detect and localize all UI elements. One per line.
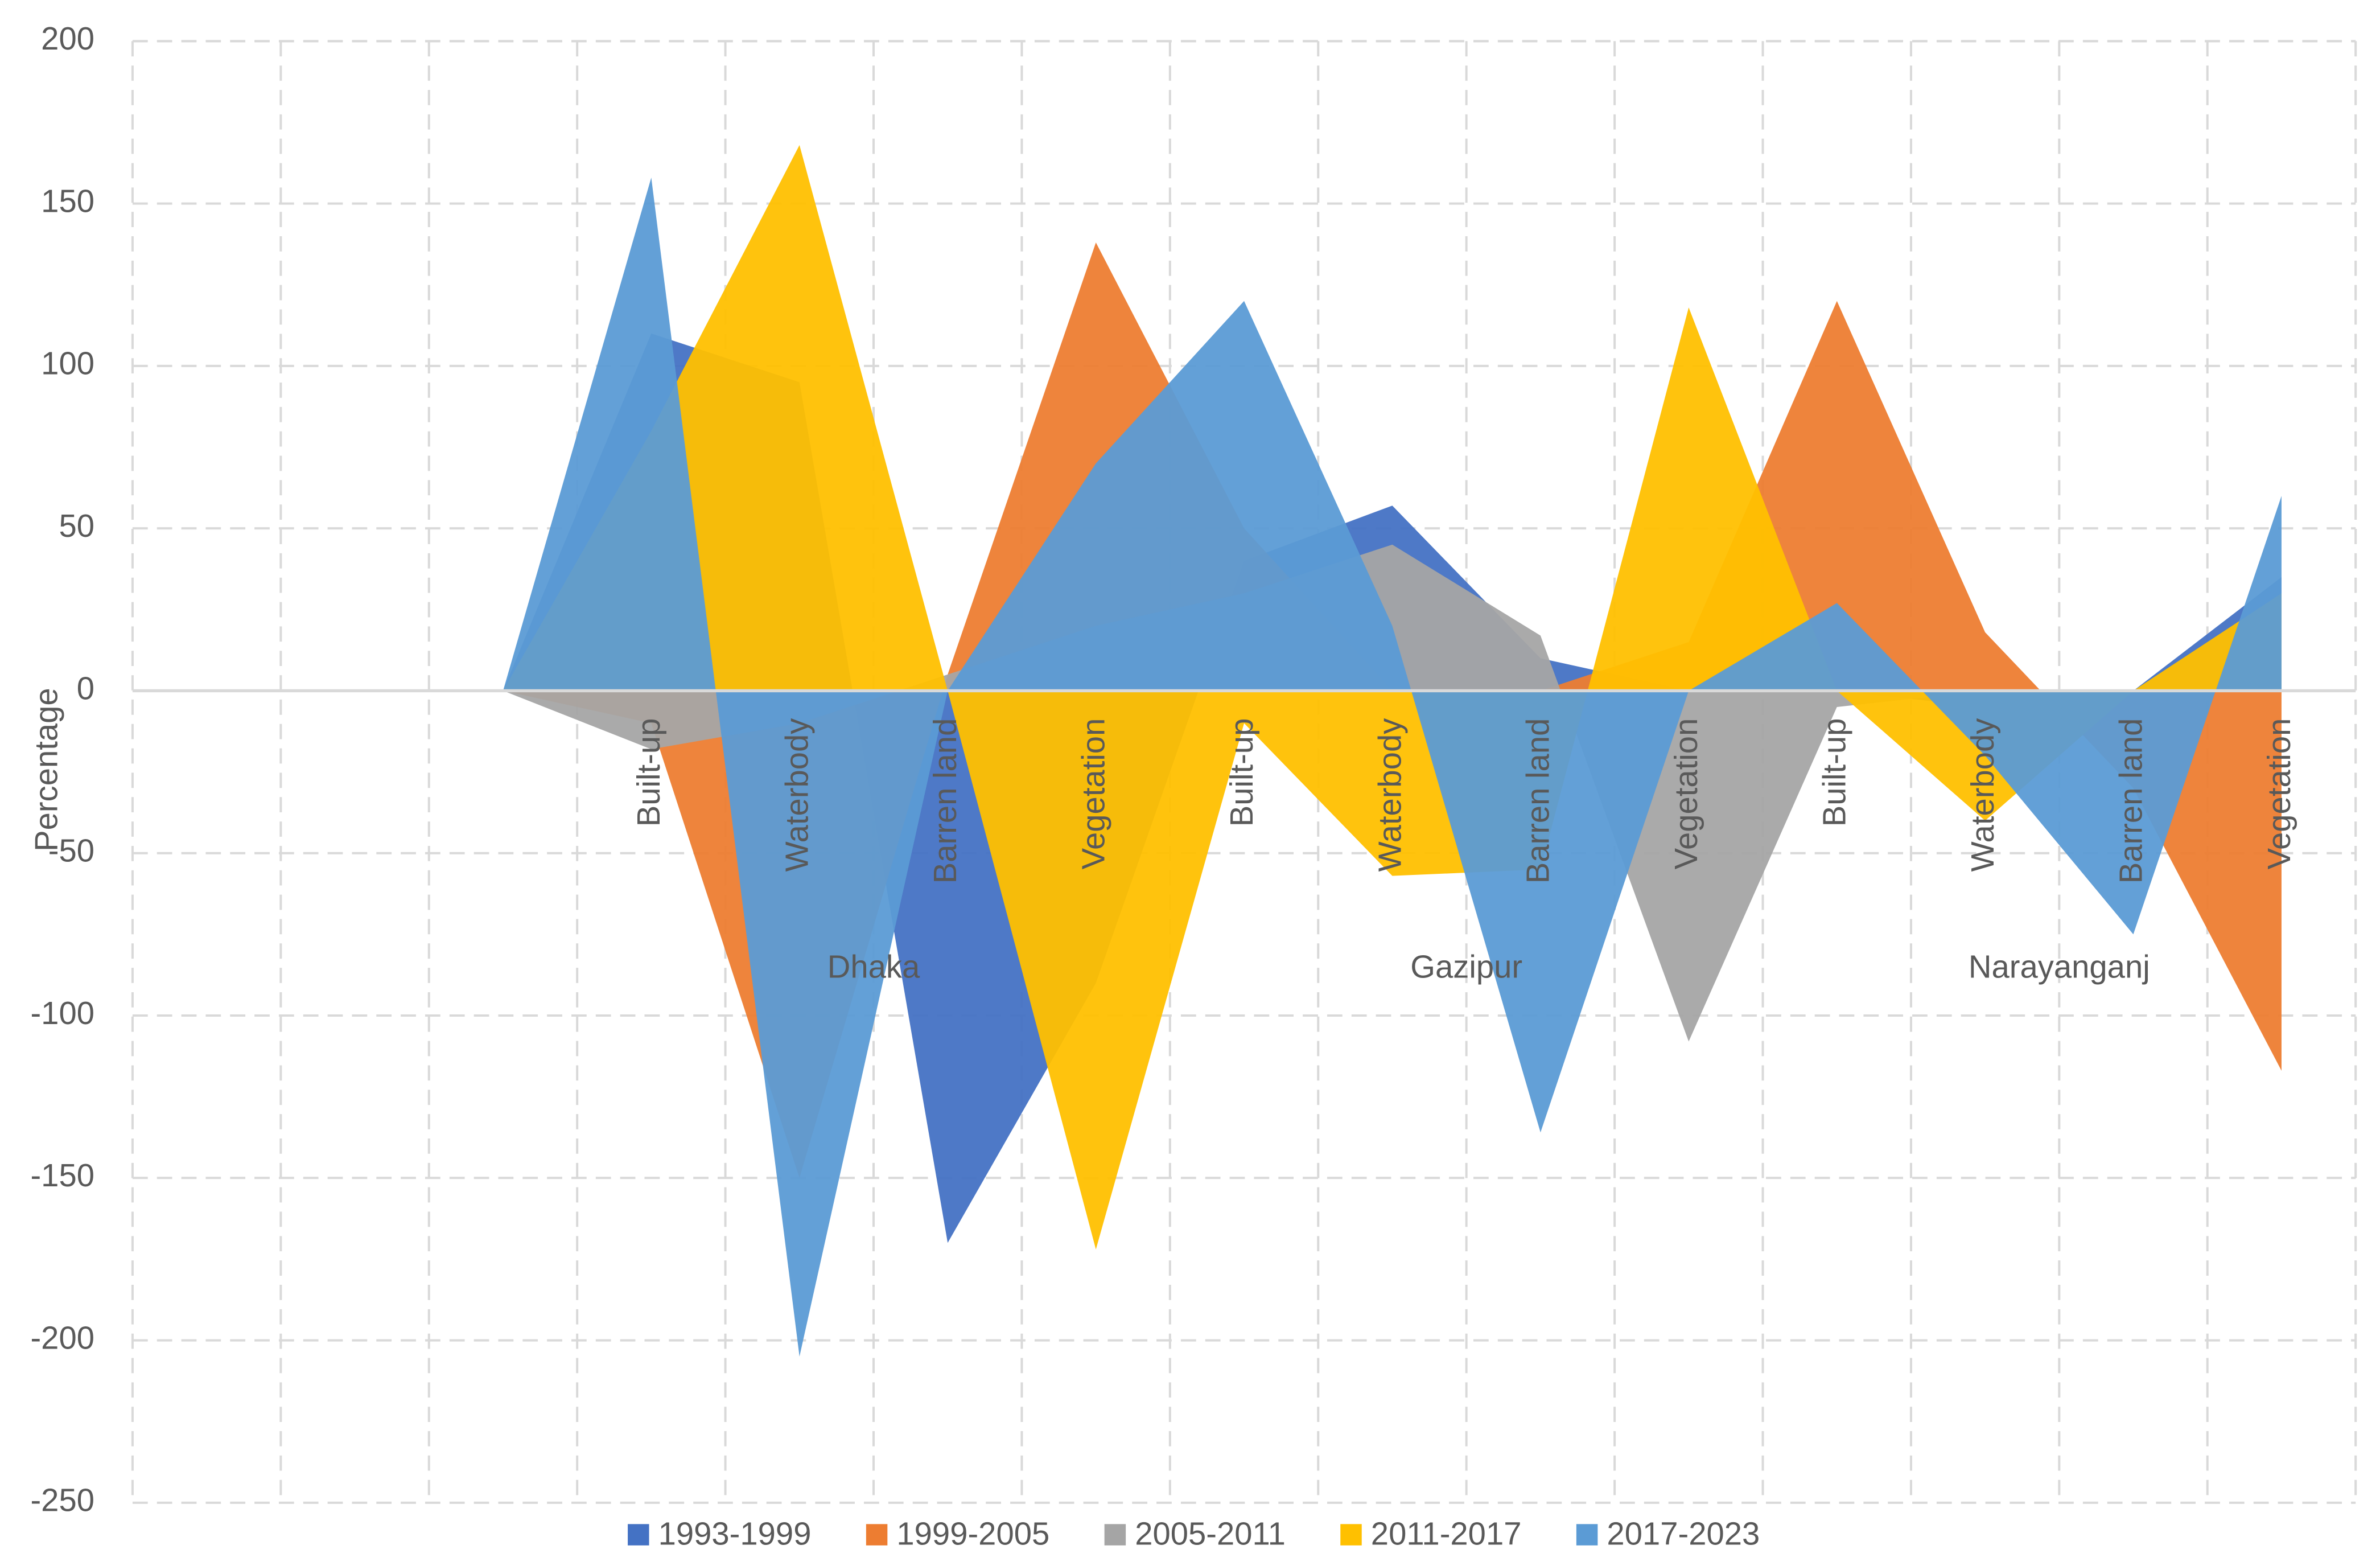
y-tick-label: 50 xyxy=(59,508,94,544)
x-tick-label: Waterbody xyxy=(779,718,815,872)
y-tick-label: -50 xyxy=(48,833,94,869)
x-tick-label: Vegetation xyxy=(1075,718,1111,870)
x-tick-label: Waterbody xyxy=(1372,718,1407,872)
group-label: Narayanganj xyxy=(1969,949,2150,985)
y-tick-label: 0 xyxy=(77,670,94,706)
x-tick-label: Barren land xyxy=(927,718,963,884)
group-label: Dhaka xyxy=(827,949,920,985)
legend-label: 2005-2011 xyxy=(1135,1516,1286,1552)
y-tick-label: 100 xyxy=(41,346,94,381)
legend-swatch xyxy=(1340,1524,1362,1546)
y-tick-label: -100 xyxy=(30,995,94,1031)
area xyxy=(503,177,2282,1357)
y-axis-label: Percentage xyxy=(28,688,64,852)
x-tick-label: Barren land xyxy=(2113,718,2148,884)
y-tick-label: -200 xyxy=(30,1320,94,1355)
area xyxy=(503,145,2282,1249)
y-tick-label: 150 xyxy=(41,183,94,219)
legend-swatch xyxy=(866,1524,888,1546)
legend-label: 2011-2017 xyxy=(1371,1516,1522,1552)
group-label: Gazipur xyxy=(1410,949,1522,985)
x-tick-label: Barren land xyxy=(1520,718,1556,884)
legend-label: 2017-2023 xyxy=(1607,1516,1760,1552)
y-tick-label: -250 xyxy=(30,1482,94,1518)
legend-swatch xyxy=(628,1524,649,1546)
legend-label: 1999-2005 xyxy=(896,1516,1049,1552)
area xyxy=(503,333,2282,1243)
legend-label: 1993-1999 xyxy=(658,1516,812,1552)
y-tick-label: 200 xyxy=(41,20,94,56)
x-tick-label: Vegetation xyxy=(1668,718,1704,870)
x-tick-label: Built-up xyxy=(631,718,666,827)
x-tick-label: Built-up xyxy=(1224,718,1259,827)
x-tick-label: Built-up xyxy=(1817,718,1852,827)
y-tick-label: -150 xyxy=(30,1157,94,1193)
legend-swatch xyxy=(1576,1524,1598,1546)
area xyxy=(503,242,2282,1178)
legend-swatch xyxy=(1104,1524,1126,1546)
x-tick-label: Vegetation xyxy=(2261,718,2297,870)
x-tick-label: Waterbody xyxy=(1965,718,2000,872)
